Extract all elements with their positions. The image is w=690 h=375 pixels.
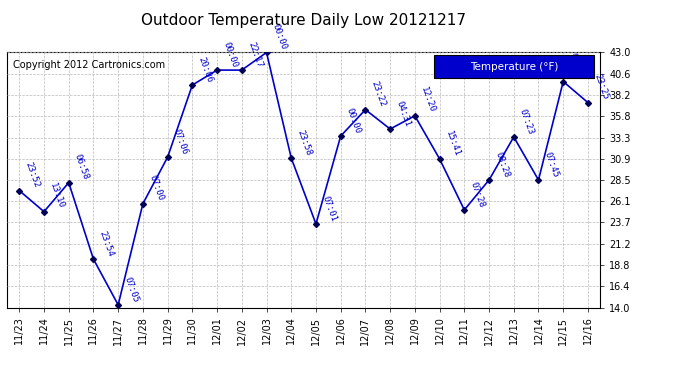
FancyBboxPatch shape (434, 55, 594, 78)
Text: Outdoor Temperature Daily Low 20121217: Outdoor Temperature Daily Low 20121217 (141, 13, 466, 28)
Text: 07:05: 07:05 (122, 275, 140, 303)
Text: 00:46: 00:46 (567, 52, 585, 80)
Text: 00:00: 00:00 (270, 23, 288, 51)
Text: 07:45: 07:45 (542, 150, 560, 178)
Text: 12:20: 12:20 (419, 86, 437, 114)
Text: 07:23: 07:23 (518, 107, 535, 135)
Text: Copyright 2012 Cartronics.com: Copyright 2012 Cartronics.com (13, 60, 165, 70)
Text: 07:01: 07:01 (320, 194, 338, 223)
Text: 23:58: 23:58 (295, 128, 313, 157)
Text: 07:28: 07:28 (469, 180, 486, 209)
Text: 23:25: 23:25 (592, 73, 610, 101)
Text: 00:00: 00:00 (221, 40, 239, 69)
Text: 23:22: 23:22 (370, 80, 387, 108)
Text: 23:54: 23:54 (97, 230, 115, 258)
Text: 23:52: 23:52 (23, 161, 41, 189)
Text: 07:06: 07:06 (172, 128, 190, 156)
Text: 04:31: 04:31 (394, 99, 412, 128)
Text: 22:17: 22:17 (246, 40, 264, 69)
Text: 06:58: 06:58 (73, 153, 90, 181)
Text: Temperature (°F): Temperature (°F) (470, 62, 558, 72)
Text: 20:06: 20:06 (197, 56, 214, 84)
Text: 07:00: 07:00 (147, 174, 165, 202)
Text: 13:10: 13:10 (48, 182, 66, 210)
Text: 00:00: 00:00 (345, 106, 362, 135)
Text: 08:28: 08:28 (493, 150, 511, 178)
Text: 15:41: 15:41 (444, 129, 462, 158)
